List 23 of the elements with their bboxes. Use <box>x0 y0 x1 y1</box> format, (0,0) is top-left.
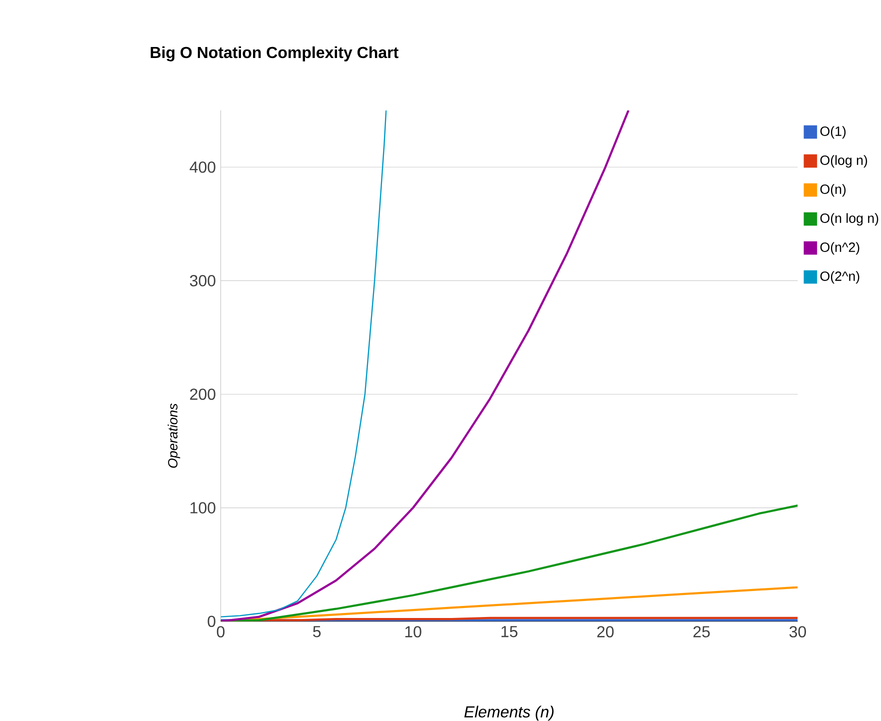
legend-label: O(2^n) <box>820 271 860 284</box>
chart-title: Big O Notation Complexity Chart <box>150 46 398 62</box>
y-tick-label: 300 <box>190 275 216 286</box>
y-tick-label: 400 <box>190 161 216 173</box>
line-series <box>220 110 387 618</box>
y-tick-label: 100 <box>190 502 216 514</box>
legend-label: O(n log n) <box>820 213 878 226</box>
y-axis-title: Operations <box>168 404 180 468</box>
y-tick-label: 0 <box>208 616 216 628</box>
x-tick-label: 15 <box>502 626 518 638</box>
legend-label: O(n^2) <box>820 242 860 255</box>
x-tick-label: 10 <box>405 626 422 638</box>
y-tick-label: 200 <box>190 388 216 400</box>
legend-label: O(1) <box>820 126 846 139</box>
x-axis-title: Elements (n) <box>464 706 554 721</box>
x-tick-label: 25 <box>693 626 710 638</box>
x-tick-label: 20 <box>597 626 614 638</box>
x-tick-label: 30 <box>789 626 806 638</box>
legend-label: O(log n) <box>820 155 868 168</box>
legend-label: O(n) <box>820 184 846 197</box>
x-tick-label: 5 <box>313 626 321 638</box>
line-series <box>220 110 630 622</box>
x-tick-label: 0 <box>216 626 225 638</box>
